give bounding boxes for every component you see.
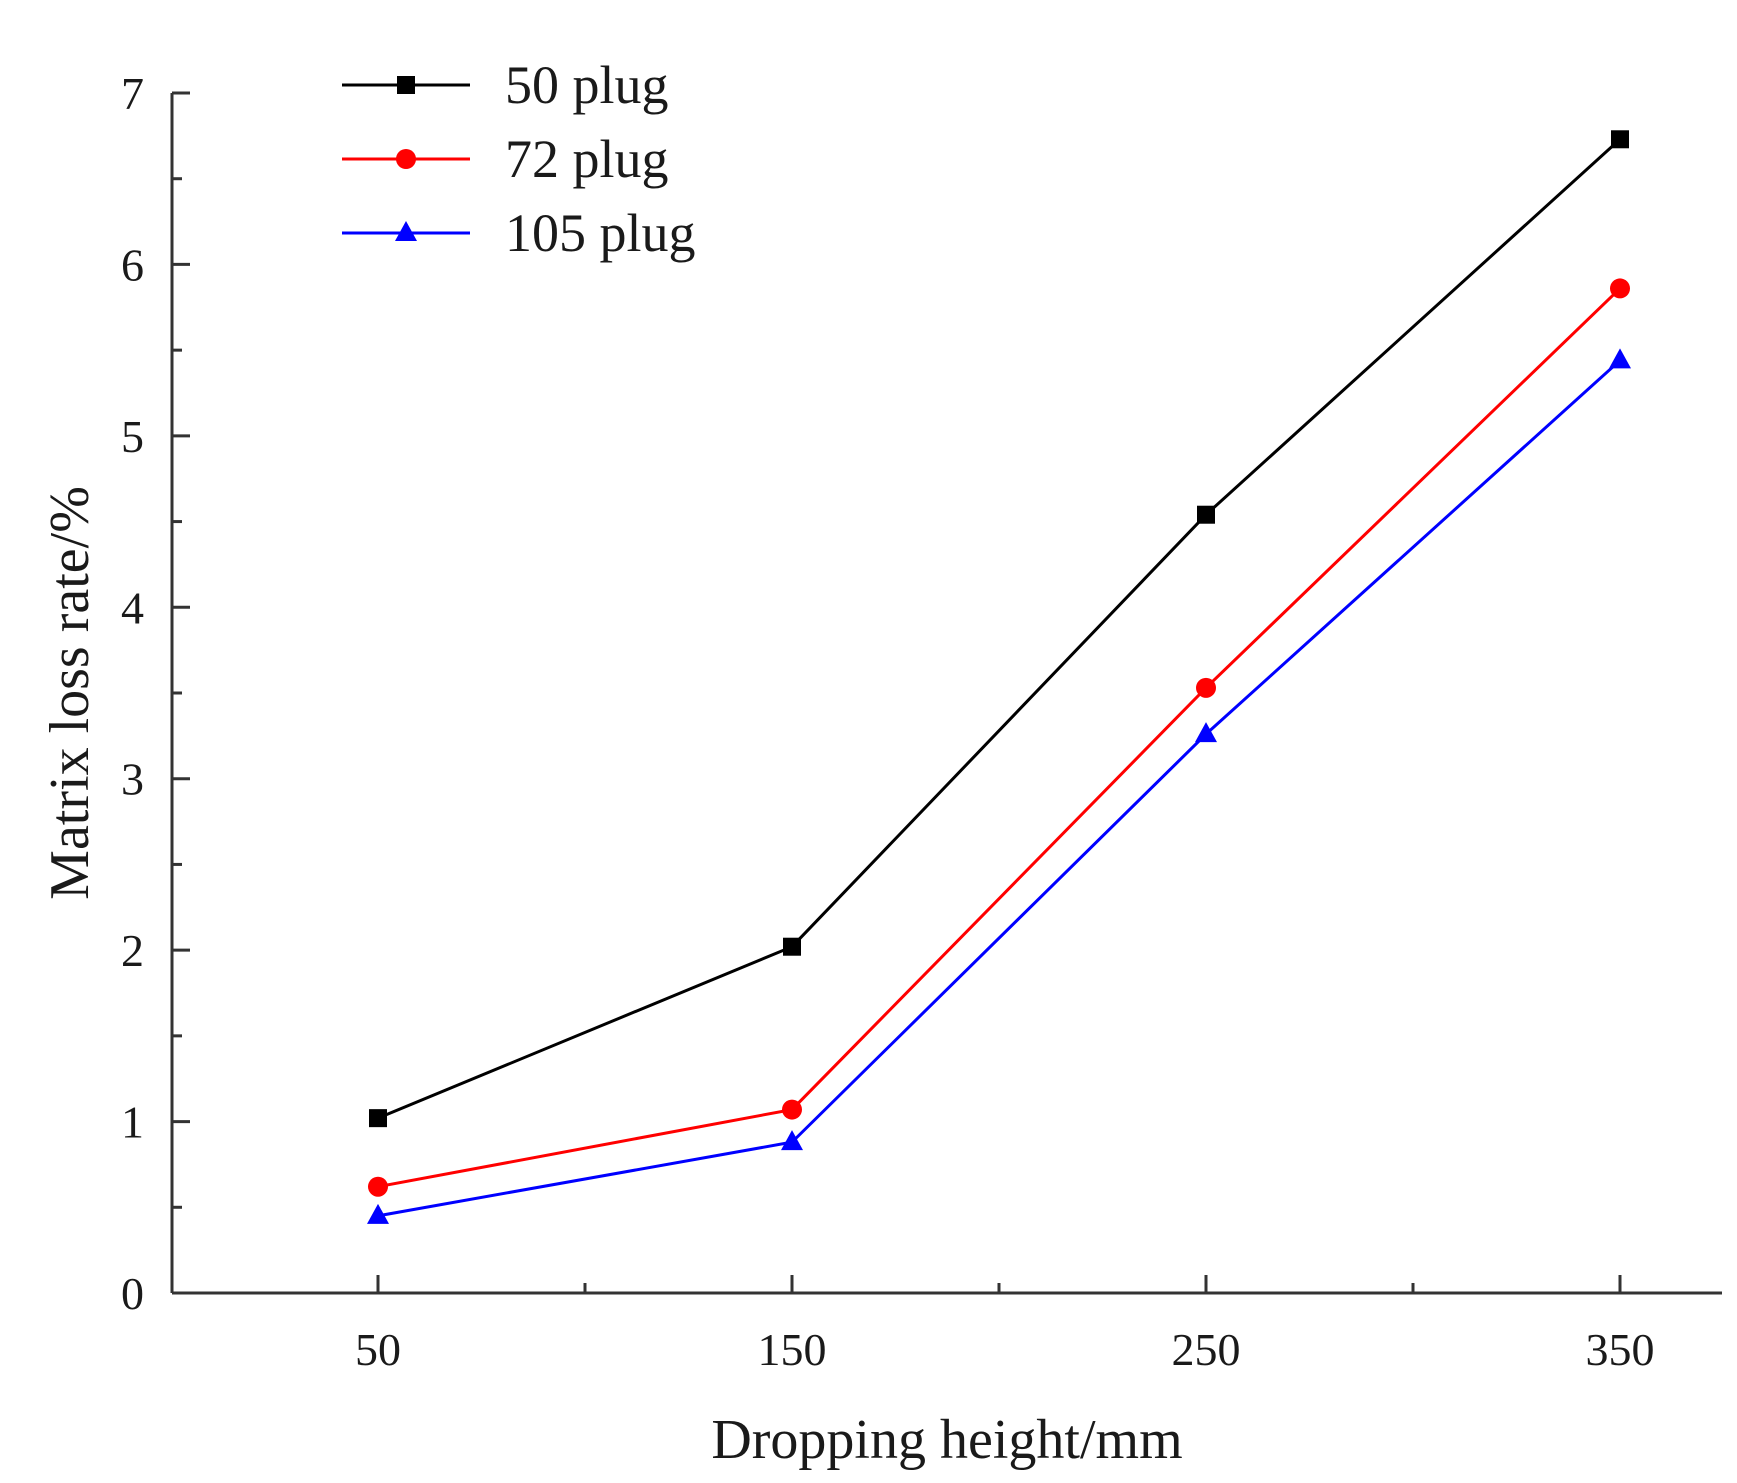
series-line bbox=[377, 359, 1622, 1218]
data-point bbox=[1197, 505, 1215, 524]
y-tick-label: 5 bbox=[121, 411, 144, 462]
legend-marker bbox=[395, 221, 417, 241]
legend-item: 105 plug bbox=[342, 203, 696, 263]
x-tick-label: 350 bbox=[1586, 1324, 1655, 1375]
y-tick-label: 4 bbox=[121, 582, 144, 633]
data-point bbox=[1195, 722, 1217, 743]
legend-item: 50 plug bbox=[342, 55, 669, 115]
data-point bbox=[782, 1099, 802, 1120]
data-point bbox=[783, 937, 801, 956]
data-point bbox=[1611, 130, 1629, 149]
data-point bbox=[367, 1203, 389, 1224]
data-point bbox=[781, 1130, 803, 1151]
x-tick-label: 250 bbox=[1172, 1324, 1241, 1375]
y-tick-label: 2 bbox=[121, 925, 144, 976]
legend-label: 50 plug bbox=[505, 55, 669, 115]
legend-marker bbox=[397, 76, 415, 94]
series-layer bbox=[367, 130, 1631, 1224]
data-point bbox=[369, 1109, 387, 1128]
axes: 0 1 2 3 4 5 6 7 50 150 250 350 bbox=[121, 68, 1722, 1375]
legend-marker bbox=[396, 149, 416, 169]
legend-item: 72 plug bbox=[342, 129, 669, 189]
series-50-plug bbox=[369, 130, 1629, 1128]
series-line bbox=[377, 287, 1622, 1189]
legend-label: 105 plug bbox=[505, 203, 696, 263]
data-point bbox=[368, 1176, 388, 1197]
y-tick-label: 0 bbox=[121, 1268, 144, 1319]
y-axis-title: Matrix loss rate/% bbox=[39, 486, 101, 900]
y-tick-label: 6 bbox=[121, 239, 144, 290]
series-72-plug bbox=[368, 278, 1630, 1197]
y-tick-label: 3 bbox=[121, 754, 144, 805]
series-line bbox=[377, 138, 1622, 1120]
y-tick-label: 1 bbox=[121, 1097, 144, 1148]
x-axis-title: Dropping height/mm bbox=[711, 1409, 1182, 1471]
x-tick-label: 50 bbox=[355, 1324, 401, 1375]
data-point bbox=[1609, 348, 1631, 369]
legend: 50 plug 72 plug 105 plug bbox=[342, 55, 696, 263]
y-tick-label: 7 bbox=[121, 68, 144, 119]
data-point bbox=[1196, 677, 1216, 698]
legend-label: 72 plug bbox=[505, 129, 669, 189]
series-105-plug bbox=[367, 348, 1631, 1224]
x-tick-label: 150 bbox=[758, 1324, 827, 1375]
data-point bbox=[1610, 278, 1630, 299]
